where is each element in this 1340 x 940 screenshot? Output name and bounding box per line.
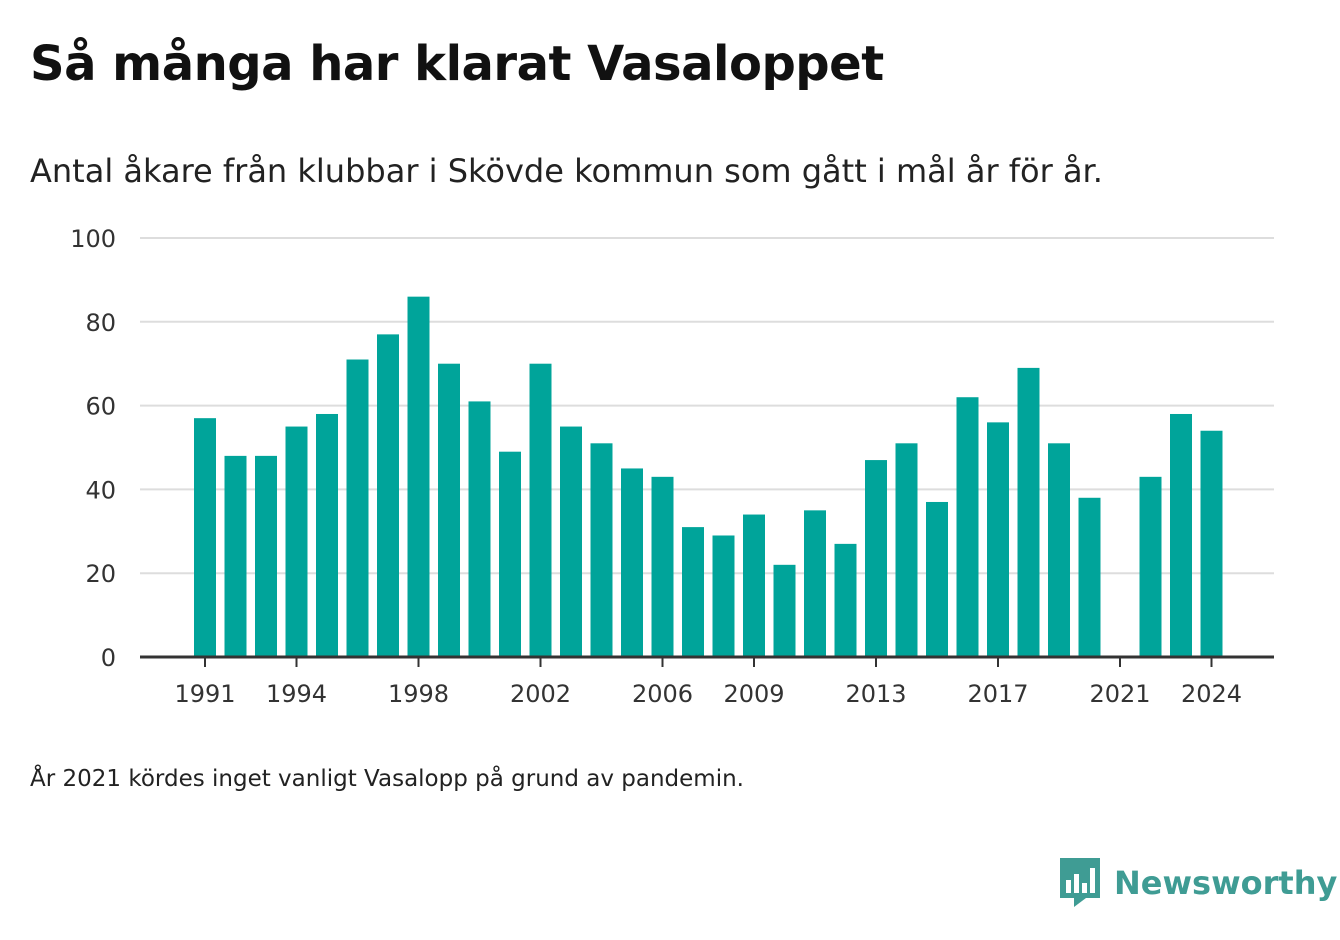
bar <box>773 564 796 657</box>
bar <box>438 363 460 657</box>
bar <box>407 296 430 657</box>
bar <box>224 455 247 657</box>
bar-chart: 0 20 40 60 80 100 1991 1994 1998 2002 2006 2009 2013… <box>70 225 1274 708</box>
x-tick-label: 2009 <box>723 680 784 708</box>
x-tick-label: 1994 <box>266 680 327 708</box>
y-tick-label: 80 <box>85 309 116 337</box>
bar <box>834 543 857 657</box>
bar <box>621 468 643 657</box>
bar <box>1139 476 1162 657</box>
y-tick-label: 40 <box>85 476 116 504</box>
x-tick-label: 2021 <box>1089 680 1150 708</box>
brand-logo: Newsworthy <box>1060 858 1337 908</box>
x-tick-label: 2017 <box>967 680 1028 708</box>
chart-title: Så många har klarat Vasaloppet <box>30 36 884 92</box>
bar <box>1017 367 1040 657</box>
bar <box>529 363 552 657</box>
bar <box>926 501 948 657</box>
bar <box>1048 443 1070 657</box>
bar <box>285 426 308 657</box>
y-tick-label: 0 <box>101 644 116 672</box>
bar <box>468 401 491 657</box>
bar <box>712 535 735 657</box>
bar <box>499 451 521 657</box>
x-tick-label: 2002 <box>510 680 571 708</box>
newsworthy-logo-icon <box>1060 858 1100 907</box>
bar <box>377 334 399 657</box>
bar <box>560 426 582 657</box>
bar <box>804 510 826 657</box>
bar <box>346 359 369 657</box>
x-tick-label: 2013 <box>845 680 906 708</box>
bar <box>1078 497 1101 657</box>
bar <box>255 455 277 657</box>
bar <box>590 443 613 657</box>
bar <box>956 397 979 657</box>
bar <box>1170 413 1192 657</box>
x-tick-label: 2006 <box>632 680 693 708</box>
bar <box>316 413 338 657</box>
chart-subtitle: Antal åkare från klubbar i Skövde kommun… <box>30 152 1103 190</box>
bar <box>651 476 674 657</box>
y-tick-label: 100 <box>70 225 116 253</box>
y-tick-label: 60 <box>85 393 116 421</box>
bar <box>895 443 918 657</box>
x-tick-label: 1991 <box>174 680 235 708</box>
bar <box>1200 430 1223 657</box>
bar <box>987 422 1009 657</box>
brand-name: Newsworthy <box>1114 864 1338 902</box>
bar <box>743 514 765 657</box>
x-tick-label: 1998 <box>388 680 449 708</box>
y-tick-label: 20 <box>85 560 116 588</box>
bar <box>194 418 216 657</box>
x-tick-label: 2024 <box>1181 680 1242 708</box>
bar <box>682 527 704 657</box>
bar <box>865 460 887 657</box>
footnote: År 2021 kördes inget vanligt Vasalopp på… <box>30 766 744 792</box>
